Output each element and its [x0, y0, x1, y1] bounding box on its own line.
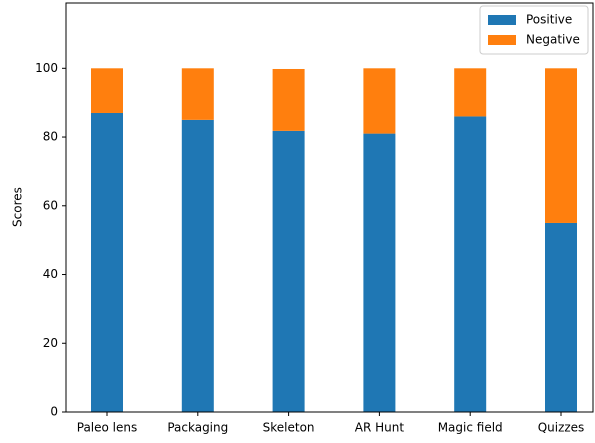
bar	[545, 222, 577, 412]
plot-frame	[65, 2, 594, 413]
y-axis-label: Scores	[11, 187, 25, 227]
x-tick-label: Packaging	[167, 421, 228, 435]
x-tick-label: Quizzes	[538, 421, 585, 435]
bar	[363, 68, 396, 134]
bar	[272, 68, 305, 131]
y-tick-label: 80	[43, 130, 58, 144]
y-tick-label: 20	[43, 336, 58, 350]
bar	[181, 68, 214, 120]
bar	[454, 68, 487, 117]
bar	[545, 68, 577, 223]
legend-swatch	[488, 35, 516, 45]
x-tick-label: Skeleton	[263, 421, 315, 435]
bar	[363, 133, 396, 412]
legend-label: Negative	[526, 33, 580, 47]
y-tick-label: 40	[43, 267, 58, 281]
y-tick-label: 100	[35, 61, 58, 75]
bar	[454, 116, 487, 412]
legend-swatch	[488, 15, 516, 25]
x-tick-label: AR Hunt	[355, 421, 405, 435]
y-tick-label: 0	[50, 405, 58, 419]
y-tick-label: 60	[43, 198, 58, 212]
bar	[91, 112, 123, 413]
bar	[91, 68, 123, 113]
bar	[272, 130, 305, 412]
bar	[181, 119, 214, 412]
x-tick-label: Paleo lens	[77, 421, 138, 435]
x-tick-label: Magic field	[438, 421, 503, 435]
legend-label: Positive	[526, 13, 572, 27]
